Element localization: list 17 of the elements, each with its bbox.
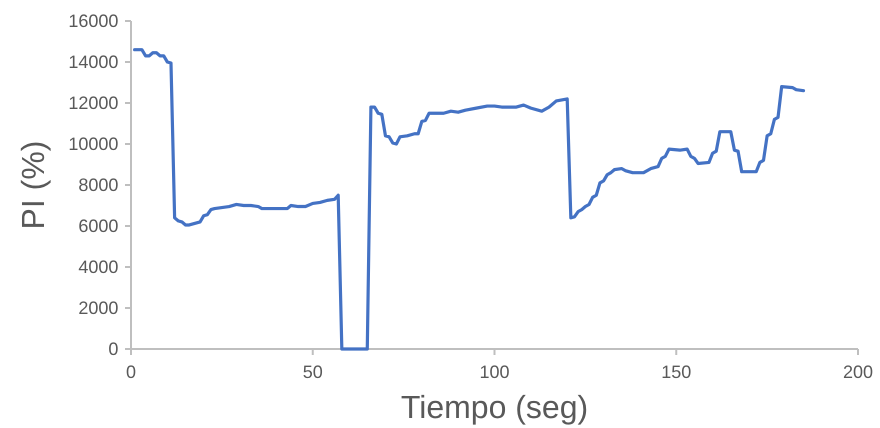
- y-tick-label: 6000: [78, 216, 118, 236]
- line-series: [133, 48, 806, 351]
- x-tick-label: 150: [661, 362, 692, 382]
- y-tick-label: 0: [108, 338, 118, 359]
- x-axis-title: Tiempo (seg): [400, 389, 588, 425]
- y-axis-title: PI (%): [15, 140, 51, 230]
- x-tick-label: 100: [479, 362, 510, 382]
- y-tick-label: 2000: [78, 298, 118, 318]
- x-tick-label: 0: [126, 362, 136, 382]
- y-tick-label: 12000: [68, 92, 118, 113]
- y-tick-label: 8000: [78, 174, 118, 195]
- y-tick-label: 10000: [68, 134, 118, 154]
- x-tick-label: 50: [302, 362, 323, 382]
- y-tick-label: 16000: [68, 10, 118, 31]
- y-tick-label: 14000: [68, 52, 118, 72]
- y-tick-label: 4000: [78, 256, 118, 277]
- x-tick-label: 200: [842, 362, 874, 382]
